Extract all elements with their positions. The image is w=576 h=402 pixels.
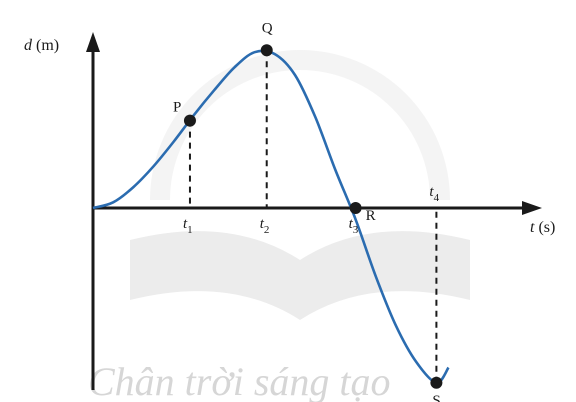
y-axis-label: d (m) [24,37,59,54]
x-axis-label-unit: (s) [534,219,555,236]
tick-label-t4: t4 [429,184,439,204]
tick-sub: 2 [264,224,270,236]
x-axis-label: t (s) [530,219,555,236]
tick-label-t1: t1 [183,216,193,236]
point-label-p: P [173,100,181,116]
x-axis-arrow [522,201,542,215]
point-q [260,44,273,57]
tick-var: t [429,184,434,200]
watermark-text: Chân trời sáng tạo [88,359,391,402]
point-p [183,114,196,127]
point-r [349,202,362,214]
tick-sub: 3 [353,224,359,236]
displacement-curve [92,49,450,385]
tick-label-t3: t3 [349,216,359,236]
y-axis-label-unit: (m) [32,37,59,54]
watermark-logo [130,50,470,320]
point-label-q: Q [262,20,273,36]
tick-label-t2: t2 [260,216,270,236]
tick-sub: 4 [434,192,440,204]
x-axis-label-var: t [530,219,535,236]
tick-sub: 1 [187,224,193,236]
point-s [430,376,443,389]
y-axis-arrow [86,32,100,52]
tick-var: t [260,216,265,232]
point-label-r: R [366,208,376,224]
y-axis-label-var: d [24,37,33,54]
point-label-s: S [432,393,440,402]
tick-var: t [349,216,354,232]
tick-var: t [183,216,188,232]
